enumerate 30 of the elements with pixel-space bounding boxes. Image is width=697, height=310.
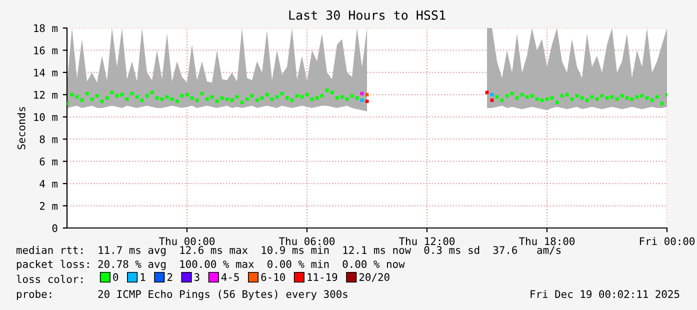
legend-label: 6-10: [261, 273, 285, 282]
y-tick-label: 8 m: [40, 135, 58, 144]
y-tick-label: 14 m: [34, 68, 58, 76]
y-tick-label: 0: [52, 224, 58, 232]
text: Fri Dec 19 00:02:11 2025: [530, 290, 680, 298]
legend-label: 2: [167, 273, 172, 281]
legend-label: 1: [140, 273, 146, 281]
legend-label: 0: [113, 273, 118, 282]
text: probe: 20 ICMP Echo Pings (56 Bytes) every 300s: [16, 290, 348, 300]
x-tick-label: Thu 12:00: [399, 237, 455, 246]
legend-label: 3: [194, 273, 200, 282]
y-tick-label: 12 m: [34, 90, 58, 99]
text: loss color:: [16, 274, 82, 284]
chart-title: Last 30 Hours to HSS1: [289, 10, 446, 20]
x-tick-label: Thu 00:00: [159, 237, 215, 246]
y-tick-label: 16 m: [34, 46, 58, 54]
legend-label: 20/20: [359, 273, 390, 282]
y-tick-label: 10 m: [34, 113, 58, 122]
x-tick-label: Fri 00:00: [640, 237, 695, 246]
x-tick-label: Thu 06:00: [279, 237, 335, 246]
y-tick-label: 18 m: [34, 24, 58, 32]
y-tick-label: 2 m: [40, 202, 58, 210]
legend-label: 11-19: [308, 273, 338, 282]
y-axis-title: Seconds: [17, 107, 26, 150]
legend-label: 4-5: [221, 273, 239, 282]
y-tick-label: 4 m: [40, 180, 58, 188]
x-tick-label: Thu 18:00: [519, 237, 575, 246]
y-tick-label: 6 m: [40, 158, 58, 166]
text: packet loss: 20.78 % avg 100.00 % max 0.00 % min 0.00 % now: [16, 260, 405, 270]
text: median rtt: 11.7 ms avg 12.6 ms max 10.9 ms min 12.1 ms now 0.3 ms sd 37.6 am/s: [16, 246, 561, 256]
